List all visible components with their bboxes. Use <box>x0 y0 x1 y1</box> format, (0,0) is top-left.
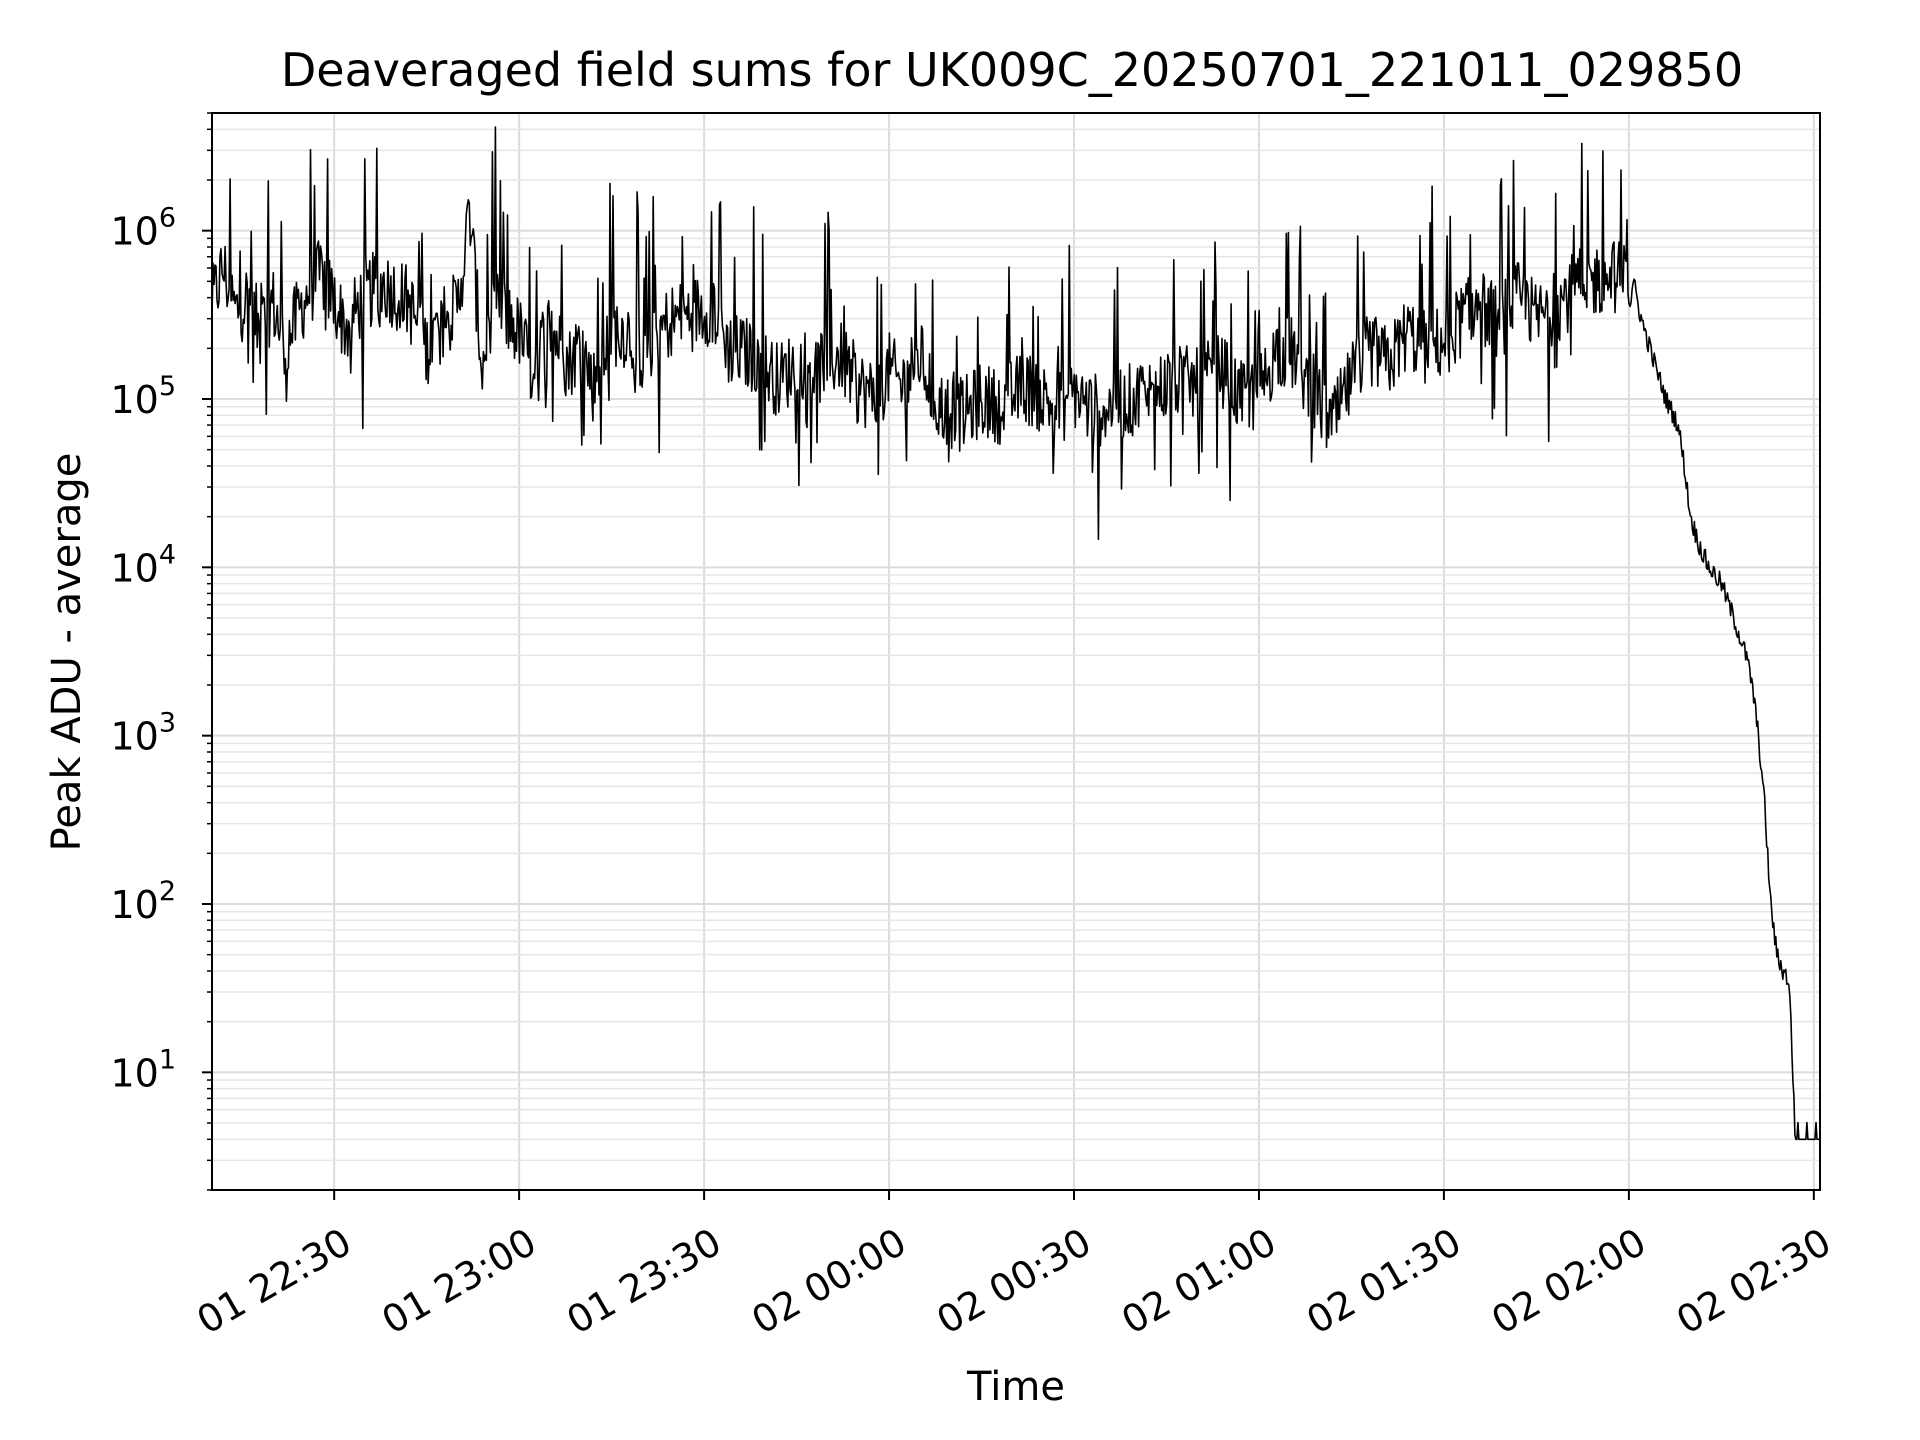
y-tick-label: 103 <box>110 708 176 759</box>
y-tick-base: 10 <box>110 546 158 590</box>
y-tick-exponent: 1 <box>159 1044 176 1075</box>
series-line <box>211 126 1820 1141</box>
y-tick-exponent: 4 <box>159 539 176 570</box>
y-tick-exponent: 5 <box>159 371 176 402</box>
y-axis-label: Peak ADU - average <box>44 453 90 852</box>
y-tick-exponent: 6 <box>159 203 176 234</box>
major-gridlines <box>212 113 1820 1190</box>
y-tick-label: 101 <box>110 1044 176 1095</box>
y-tick-label: 104 <box>110 539 176 590</box>
y-tick-base: 10 <box>110 210 158 254</box>
plot-frame <box>211 112 1821 1191</box>
y-tick-base: 10 <box>110 1051 158 1095</box>
y-tick-label: 105 <box>110 371 176 422</box>
y-tick-label: 106 <box>110 203 176 254</box>
x-axis-label: Time <box>966 1364 1065 1410</box>
y-tick-exponent: 3 <box>159 708 176 739</box>
y-tick-base: 10 <box>110 378 158 422</box>
y-tick-base: 10 <box>110 715 158 759</box>
y-tick-exponent: 2 <box>159 876 176 907</box>
y-tick-base: 10 <box>110 883 158 927</box>
y-tick-label: 102 <box>110 876 176 927</box>
minor-gridlines <box>212 112 1820 1191</box>
chart-title: Deaveraged field sums for UK009C_2025070… <box>281 43 1743 97</box>
